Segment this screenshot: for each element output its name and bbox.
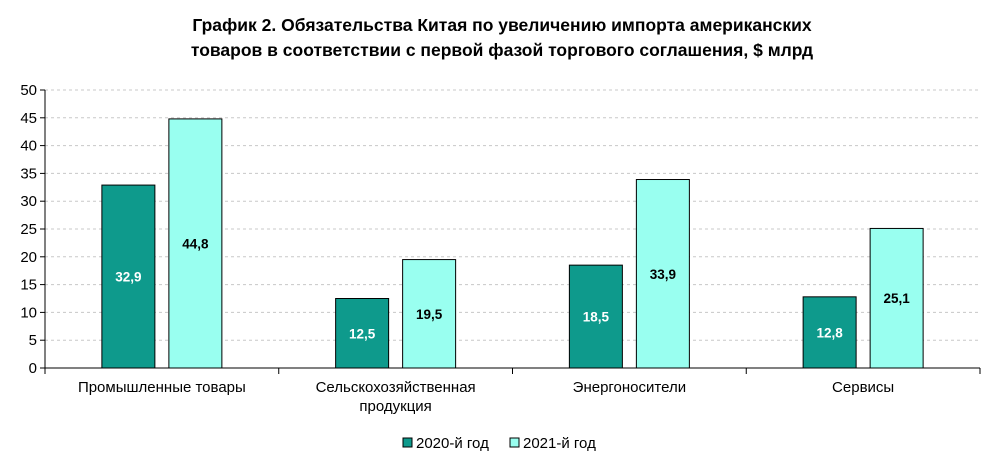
x-category-label: продукция [359,398,431,415]
data-label: 18,5 [583,310,610,325]
bar [335,298,390,369]
data-label: 19,5 [416,307,443,322]
y-tick-label: 10 [20,304,37,321]
y-tick-label: 40 [20,138,37,155]
data-label: 33,9 [650,267,676,282]
data-label: 25,1 [883,291,910,306]
y-tick-label: 5 [29,332,37,349]
data-labels: 32,9 44,8 12,5 19,5 18,5 33,9 12,8 25,1 [115,236,910,341]
y-tick-label: 25 [20,221,37,238]
data-label: 12,8 [816,325,843,340]
bars [101,118,924,369]
bar [402,259,457,369]
legend-label: 2020-й год [416,435,489,452]
legend-swatch [509,437,520,448]
y-tick-label: 20 [20,249,37,266]
x-category-label: Сельскохозяйственная [316,379,476,396]
x-category-label: Сервисы [832,379,894,396]
bar [168,118,223,369]
x-axis-categories: Промышленные товары Сельскохозяйственная п… [78,379,894,415]
data-label: 32,9 [115,270,141,285]
chart-title: График 2. Обязательства Китая по увеличе… [191,15,813,60]
y-axis-ticks: 0 5 10 15 20 25 30 35 40 45 50 [20,82,37,377]
data-label: 44,8 [182,236,209,251]
bar [635,179,690,369]
legend-label: 2021-й год [523,435,596,452]
x-category-label: Промышленные товары [78,379,246,396]
bar [101,184,156,369]
y-tick-label: 15 [20,277,37,294]
y-tick-label: 45 [20,110,37,127]
data-label: 12,5 [349,326,376,341]
y-tick-label: 50 [20,82,37,99]
x-category-label: Энергоносители [573,379,686,396]
bar [869,227,924,369]
chart-title-line: График 2. Обязательства Китая по увеличе… [192,15,812,35]
legend: 2020-й год 2021-й год [402,435,596,452]
y-tick-label: 30 [20,193,37,210]
legend-swatch [402,437,413,448]
axes [40,89,981,374]
y-tick-label: 35 [20,165,37,182]
y-tick-label: 0 [29,360,37,377]
chart-title-line: товаров в соответствии с первой фазой то… [191,40,813,60]
